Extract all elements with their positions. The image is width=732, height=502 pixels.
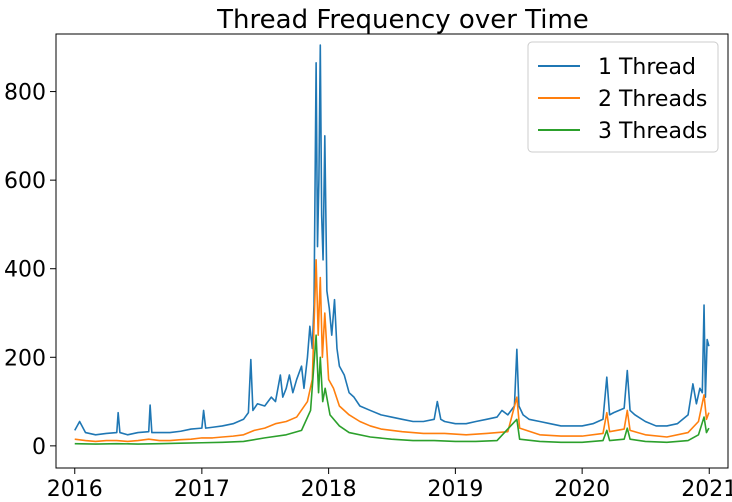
chart-title: Thread Frequency over Time	[216, 5, 589, 35]
x-tick-label: 2019	[427, 477, 483, 502]
y-axis: 0 200 400 600 800	[4, 81, 56, 460]
series-line-3	[74, 334, 710, 445]
x-tick-label: 2020	[554, 477, 610, 502]
x-tick-label: 2017	[174, 477, 230, 502]
x-tick-label: 2021	[681, 477, 732, 502]
y-tick-label: 800	[4, 81, 46, 106]
x-axis: 2016 2017 2018 2019 2020 2021	[47, 468, 732, 502]
y-tick-label: 200	[4, 346, 46, 371]
legend: 1 Thread 2 Threads 3 Threads	[527, 41, 719, 153]
y-tick-label: 0	[32, 435, 46, 460]
y-tick-label: 400	[4, 258, 46, 283]
plot-frame	[55, 33, 729, 469]
legend-label-2: 2 Threads	[598, 87, 707, 112]
x-tick-label: 2018	[301, 477, 357, 502]
series-line-1	[74, 44, 710, 436]
legend-label-3: 3 Threads	[598, 119, 707, 144]
legend-label-1: 1 Thread	[598, 55, 696, 80]
series-layer	[74, 44, 710, 445]
legend-box	[527, 41, 719, 153]
series-line-2	[74, 259, 710, 443]
x-tick-label: 2016	[47, 477, 103, 502]
y-tick-label: 600	[4, 169, 46, 194]
